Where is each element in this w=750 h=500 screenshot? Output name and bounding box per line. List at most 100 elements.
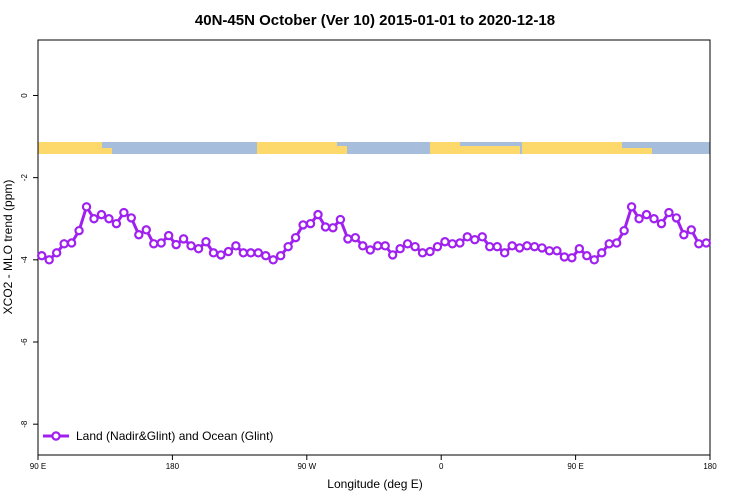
data-point xyxy=(328,223,338,233)
x-tick-label: 90 E xyxy=(567,462,583,471)
data-point xyxy=(37,251,47,261)
data-point xyxy=(387,250,398,260)
data-point xyxy=(231,241,241,251)
data-point xyxy=(201,237,211,247)
legend-marker xyxy=(51,431,61,441)
x-tick-label: 180 xyxy=(166,462,180,471)
data-point xyxy=(305,218,316,229)
data-point xyxy=(604,239,614,249)
data-point xyxy=(410,241,420,252)
data-point xyxy=(447,239,458,249)
data-point xyxy=(485,241,495,252)
data-point xyxy=(216,250,226,260)
data-point xyxy=(417,248,428,258)
data-point xyxy=(470,234,480,245)
land-ocean-strip xyxy=(38,142,710,154)
data-point xyxy=(649,214,659,224)
data-point xyxy=(186,241,196,251)
data-point xyxy=(171,239,181,250)
data-point xyxy=(126,213,137,223)
data-point xyxy=(350,232,361,243)
data-point xyxy=(611,238,622,248)
y-tick-label: -4 xyxy=(20,256,29,264)
data-point xyxy=(141,225,151,235)
data-point xyxy=(335,214,346,225)
data-point xyxy=(253,248,263,258)
data-point xyxy=(320,222,331,232)
y-tick-label: -2 xyxy=(20,174,29,182)
y-tick-label: -8 xyxy=(20,420,29,428)
chart-title: 40N-45N October (Ver 10) 2015-01-01 to 2… xyxy=(195,12,555,29)
data-point xyxy=(477,232,487,242)
data-point xyxy=(193,244,204,254)
data-point xyxy=(626,202,637,212)
data-point xyxy=(96,209,107,220)
data-point xyxy=(51,248,62,258)
data-point xyxy=(597,248,607,258)
data-point xyxy=(559,252,570,262)
data-point xyxy=(544,246,555,256)
data-point xyxy=(238,248,249,258)
data-point xyxy=(589,255,599,265)
data-point xyxy=(694,239,704,249)
data-point xyxy=(290,232,301,243)
x-tick-label: 180 xyxy=(703,462,717,471)
data-point xyxy=(81,202,92,212)
data-point xyxy=(119,207,129,218)
data-point xyxy=(701,238,711,248)
data-point xyxy=(163,230,174,241)
data-point xyxy=(283,241,293,252)
data-point xyxy=(208,248,219,258)
y-tick-label: 0 xyxy=(20,93,29,98)
y-axis-label: XCO2 - MLO trend (ppm) xyxy=(1,180,15,315)
data-point xyxy=(365,245,375,255)
data-point xyxy=(499,248,510,258)
data-point xyxy=(275,251,286,261)
data-point xyxy=(507,241,517,251)
legend-label: Land (Nadir&Glint) and Ocean (Glint) xyxy=(76,429,273,443)
data-point xyxy=(149,239,159,249)
data-point xyxy=(664,207,674,218)
data-point xyxy=(395,244,405,254)
x-axis-label: Longitude (deg E) xyxy=(327,477,422,491)
data-point xyxy=(686,225,697,235)
data-point xyxy=(671,213,682,223)
data-point xyxy=(246,248,256,258)
data-point xyxy=(529,241,540,252)
data-point xyxy=(261,251,271,261)
data-point xyxy=(522,241,532,251)
data-point xyxy=(66,238,77,248)
data-point xyxy=(641,209,652,220)
data-point xyxy=(268,255,278,265)
data-point xyxy=(44,255,54,265)
x-tick-label: 90 W xyxy=(297,462,316,471)
data-point xyxy=(373,241,383,251)
data-point xyxy=(358,241,368,251)
data-point xyxy=(492,241,502,252)
data-point xyxy=(134,230,144,240)
data-point xyxy=(432,241,443,252)
data-point xyxy=(111,218,122,229)
data-point xyxy=(178,234,189,244)
x-tick-label: 0 xyxy=(439,462,444,471)
data-point xyxy=(537,243,547,253)
data-point xyxy=(574,244,585,254)
data-point xyxy=(343,234,353,244)
data-point xyxy=(582,251,592,261)
data-point xyxy=(402,239,413,249)
data-point xyxy=(619,225,629,236)
data-point xyxy=(440,237,450,247)
data-point xyxy=(104,214,114,224)
data-point xyxy=(425,246,435,257)
data-point xyxy=(462,232,473,242)
data-point xyxy=(567,253,577,263)
data-point xyxy=(59,239,69,249)
data-point xyxy=(89,214,99,224)
data-point xyxy=(634,214,644,224)
data-point xyxy=(298,220,308,230)
data-point xyxy=(679,230,689,240)
data-point xyxy=(552,246,562,256)
data-point xyxy=(455,238,465,248)
data-point xyxy=(74,225,84,236)
data-point xyxy=(380,241,390,251)
